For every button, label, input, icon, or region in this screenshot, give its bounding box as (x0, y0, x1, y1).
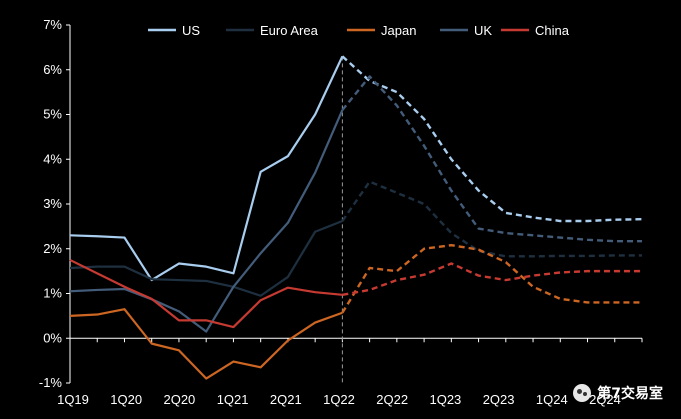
legend-label-china: China (535, 23, 570, 38)
x-tick-label: 2Q21 (270, 392, 302, 407)
y-tick-label: 1% (43, 286, 62, 301)
series-forecast-line-uk (341, 75, 642, 243)
y-tick-label: 7% (43, 17, 62, 32)
legend-label-japan: Japan (381, 23, 416, 38)
series-forecast-line-japan (341, 243, 642, 314)
watermark-text: 第7交易室 (597, 386, 663, 402)
series-forecast-line-euro-area (341, 180, 642, 258)
series-forecast-line-china (342, 262, 642, 297)
x-tick-label: 1Q19 (57, 392, 89, 407)
x-tick-label: 2Q20 (163, 392, 195, 407)
legend-label-us: US (182, 23, 200, 38)
series-line-us (69, 55, 344, 282)
series-line-japan (69, 308, 343, 380)
legend-label-uk: UK (474, 23, 492, 38)
series-line-euro-area (69, 219, 343, 297)
series-line-china (69, 258, 343, 329)
series-line-uk (69, 109, 344, 333)
y-tick-label: 0% (43, 330, 62, 345)
y-tick-label: -1% (39, 375, 63, 390)
wechat-icon (573, 384, 592, 402)
x-tick-label: 1Q22 (323, 392, 355, 407)
x-tick-label: 2Q22 (376, 392, 408, 407)
series-forecast-line-us (341, 55, 643, 223)
y-tick-label: 4% (43, 151, 62, 166)
x-tick-label: 1Q24 (536, 392, 568, 407)
x-tick-label: 2Q23 (483, 392, 515, 407)
y-tick-label: 5% (43, 107, 62, 122)
y-tick-label: 6% (43, 62, 62, 77)
y-tick-label: 3% (43, 196, 62, 211)
y-tick-label: 2% (43, 241, 62, 256)
legend-label-euro-area: Euro Area (260, 23, 319, 38)
x-tick-label: 1Q21 (217, 392, 249, 407)
x-tick-label: 2Q24 (589, 392, 621, 407)
x-tick-label: 1Q20 (110, 392, 142, 407)
watermark: 第7交易室 (573, 383, 663, 403)
x-tick-label: 1Q23 (429, 392, 461, 407)
